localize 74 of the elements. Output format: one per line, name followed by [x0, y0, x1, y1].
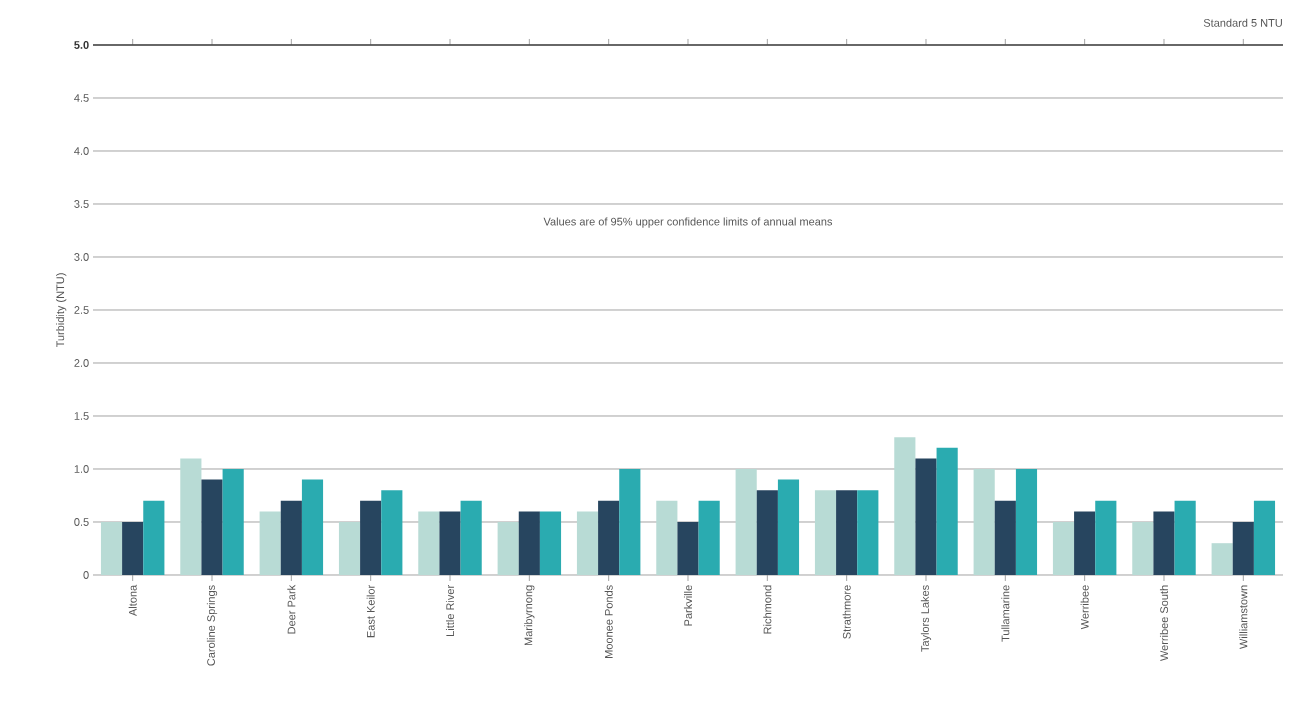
bar	[894, 437, 916, 575]
bar	[418, 511, 440, 575]
bar	[576, 511, 599, 575]
y-tick-label: 2.5	[74, 306, 89, 314]
y-tick-label: 3.0	[74, 253, 89, 261]
x-tick-label: Caroline Springs	[206, 585, 218, 666]
x-tick-label: Taylors Lakes	[920, 585, 932, 652]
x-tick-label: Strathmore	[842, 585, 851, 639]
bar	[222, 468, 244, 575]
y-tick-label: 1.5	[74, 412, 89, 420]
bar	[698, 500, 720, 575]
bar	[1052, 521, 1075, 575]
bar	[1153, 511, 1175, 575]
x-tick-label: Deer Park	[287, 584, 296, 634]
bar	[1174, 500, 1196, 575]
bar	[439, 511, 461, 575]
bar	[915, 458, 937, 575]
bar	[1015, 468, 1038, 575]
bar	[280, 500, 302, 575]
x-tick-label: Richmond	[763, 585, 772, 634]
bar	[201, 479, 223, 575]
bar	[973, 468, 995, 575]
x-tick-label: Tullamarine	[1001, 585, 1010, 642]
y-tick-label: 3.5	[74, 200, 89, 208]
y-tick-label: 2.0	[74, 359, 89, 367]
bar	[677, 521, 699, 575]
bar	[735, 468, 757, 575]
x-tick-label: Parkville	[683, 585, 693, 626]
bar	[259, 511, 281, 575]
bar	[1211, 543, 1233, 575]
x-tick-label: Maribyrnong	[524, 585, 535, 646]
bar	[497, 521, 519, 575]
y-tick-label: 5.0	[74, 41, 89, 49]
x-tick-label: Werribee South	[1159, 585, 1169, 662]
bar	[777, 479, 800, 575]
bar	[539, 511, 562, 575]
x-tick-label: Williamstown	[1239, 585, 1248, 649]
bar	[656, 500, 678, 575]
bar	[1095, 500, 1117, 575]
x-tick-label: Moonee Ponds	[604, 585, 613, 658]
annotation: Values are of 95% upper confidence limits of annual means	[543, 217, 833, 228]
bar	[1074, 511, 1096, 575]
y-axis-title: Turbidity (NTU)	[56, 273, 67, 348]
bar	[460, 500, 482, 575]
x-tick-label: Altona	[128, 584, 137, 617]
bar	[338, 521, 361, 575]
x-tick-label: Little River	[445, 585, 455, 636]
x-tick-label: East Keilor	[366, 585, 375, 638]
y-tick-label: 4.5	[74, 94, 89, 102]
x-tick-label: Werribee	[1080, 585, 1089, 630]
bar	[122, 521, 144, 575]
bar	[598, 500, 620, 575]
bar	[1253, 500, 1276, 575]
bar	[936, 447, 958, 575]
y-tick-label: 1.0	[74, 465, 89, 473]
bar	[836, 490, 858, 575]
bar	[518, 511, 540, 575]
y-tick-label: 0	[83, 571, 89, 579]
ref-line-label: Standard 5 NTU	[1203, 18, 1282, 27]
bar	[857, 490, 879, 575]
bar	[360, 500, 382, 575]
bar	[100, 521, 123, 575]
bar	[301, 479, 324, 575]
bar	[143, 500, 165, 575]
bar	[619, 468, 641, 575]
bar	[814, 490, 837, 575]
bar	[1232, 521, 1254, 575]
y-tick-label: 4.0	[74, 147, 89, 155]
bar	[180, 458, 202, 575]
bar	[994, 500, 1016, 575]
bar	[756, 490, 778, 575]
y-tick-label: 0.5	[74, 518, 89, 526]
bar	[1132, 521, 1154, 575]
bar	[381, 490, 403, 575]
